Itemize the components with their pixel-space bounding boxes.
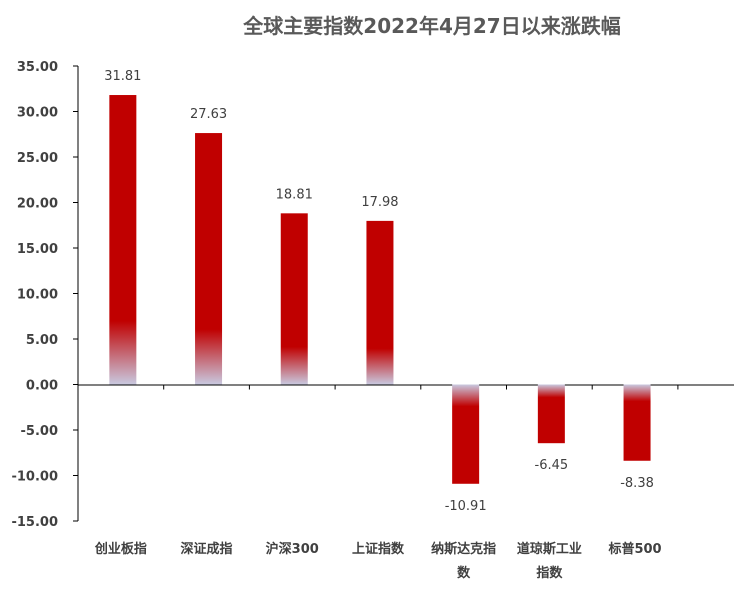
y-tick-label: -10.00 bbox=[11, 470, 58, 485]
bars: 31.81 27.63 18.81 17.98 -10.91 -6.45 -8.38 bbox=[104, 69, 654, 514]
bar bbox=[280, 213, 308, 385]
data-label: 27.63 bbox=[190, 107, 227, 122]
bar bbox=[366, 220, 394, 385]
y-tick-label: 10.00 bbox=[17, 288, 58, 303]
bar bbox=[537, 384, 565, 444]
x-tick-label: 创业板指 bbox=[94, 541, 147, 557]
y-axis-ticks: 35.00 30.00 25.00 20.00 15.00 10.00 5.00 0.00 -5… bbox=[11, 60, 78, 530]
data-label: 17.98 bbox=[361, 195, 398, 210]
bar bbox=[195, 133, 223, 385]
data-label: 31.81 bbox=[104, 69, 141, 84]
x-tick-label: 沪深300 bbox=[266, 541, 319, 557]
y-tick-label: -5.00 bbox=[21, 424, 58, 439]
x-tick-label: 深证成指 bbox=[181, 541, 233, 557]
y-tick-label: 15.00 bbox=[17, 242, 58, 257]
x-tick-label: 上证指数 bbox=[352, 541, 405, 557]
data-label: -6.45 bbox=[535, 458, 569, 473]
chart-title: 全球主要指数2022年4月27日以来涨跌幅 bbox=[242, 14, 620, 38]
data-label: -10.91 bbox=[445, 499, 487, 514]
y-tick-label: 25.00 bbox=[17, 151, 58, 166]
x-tick-label: 纳斯达克指 bbox=[431, 541, 496, 557]
bar bbox=[623, 384, 651, 461]
y-tick-label: -15.00 bbox=[11, 515, 58, 530]
x-tick-label: 道琼斯工业 bbox=[517, 541, 582, 557]
x-tick-label: 指数 bbox=[536, 565, 563, 581]
bar bbox=[452, 384, 480, 484]
bar bbox=[109, 95, 137, 385]
y-tick-label: 35.00 bbox=[17, 60, 58, 75]
y-tick-label: 0.00 bbox=[26, 379, 58, 394]
y-tick-label: 5.00 bbox=[26, 333, 58, 348]
data-label: 18.81 bbox=[276, 187, 313, 202]
y-tick-label: 30.00 bbox=[17, 106, 58, 121]
x-tick-label: 数 bbox=[457, 565, 471, 581]
x-tick-label: 标普500 bbox=[607, 541, 661, 557]
y-tick-label: 20.00 bbox=[17, 197, 58, 212]
data-label: -8.38 bbox=[620, 476, 654, 491]
